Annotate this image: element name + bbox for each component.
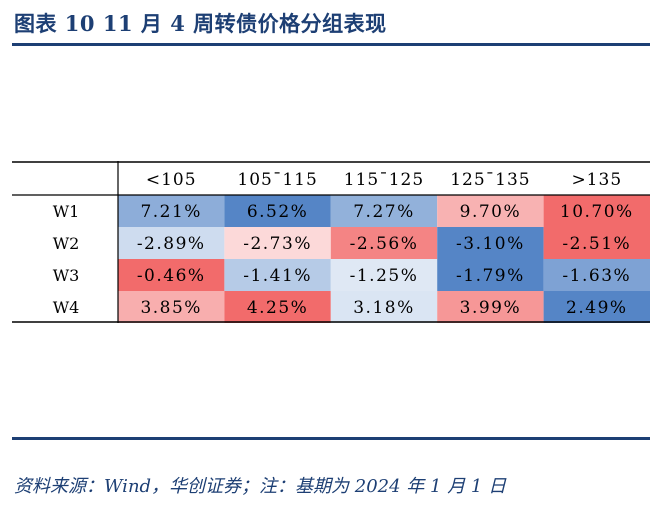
heatmap-cell bbox=[118, 259, 225, 291]
heatmap-cell bbox=[543, 259, 650, 291]
heatmap-cell-value: 10.70% bbox=[560, 202, 634, 222]
column-header: >135 bbox=[571, 170, 622, 190]
heatmap-cell-value: -0.46% bbox=[137, 266, 206, 286]
heatmap-svg: 7.21% 6.52% 7.27% 9.70% 10.70% -2.89% -2.73% -2… bbox=[12, 161, 650, 323]
heatmap-cell bbox=[437, 291, 544, 323]
bottom-rule bbox=[12, 437, 650, 440]
source-note: 资料来源：Wind，华创证券；注：基期为 2024 年 1 月 1 日 bbox=[14, 476, 507, 497]
heatmap-cell bbox=[330, 291, 438, 323]
row-label: W2 bbox=[53, 234, 80, 253]
heatmap-cell-value: -1.41% bbox=[243, 266, 312, 286]
heatmap-cell bbox=[437, 259, 544, 291]
heatmap-cell bbox=[118, 227, 225, 259]
heatmap-cell-value: 2.49% bbox=[566, 298, 628, 318]
heatmap-cell bbox=[118, 195, 225, 227]
row-label: W4 bbox=[53, 298, 80, 317]
heatmap-cell-value: 3.18% bbox=[353, 298, 415, 318]
heatmap-cell bbox=[224, 259, 331, 291]
heatmap-cell-value: -3.10% bbox=[456, 234, 525, 254]
heatmap-cell-value: -2.51% bbox=[562, 234, 631, 254]
heatmap-cell-value: 3.99% bbox=[460, 298, 522, 318]
heatmap-cell-value: 9.70% bbox=[460, 202, 522, 222]
heatmap-cell bbox=[330, 195, 438, 227]
heatmap-table: 7.21% 6.52% 7.27% 9.70% 10.70% -2.89% -2.73% -2… bbox=[12, 161, 650, 323]
heatmap-cell-value: -2.56% bbox=[350, 234, 419, 254]
heatmap-cell bbox=[224, 291, 331, 323]
heatmap-cell bbox=[118, 291, 225, 323]
column-header: <105 bbox=[146, 170, 197, 190]
heatmap-cell bbox=[543, 227, 650, 259]
heatmap-cell-value: 7.21% bbox=[140, 202, 202, 222]
heatmap-cell-value: -1.79% bbox=[456, 266, 525, 286]
heatmap-cell bbox=[224, 195, 331, 227]
column-header: 105¯115 bbox=[237, 170, 317, 190]
heatmap-cell-value: -2.89% bbox=[137, 234, 206, 254]
heatmap-cell-value: 7.27% bbox=[353, 202, 415, 222]
heatmap-cell-value: 6.52% bbox=[247, 202, 309, 222]
chart-title: 图表 10 11 月 4 周转债价格分组表现 bbox=[14, 11, 387, 36]
column-header: 125¯135 bbox=[450, 170, 530, 190]
heatmap-cell-value: 3.85% bbox=[140, 298, 202, 318]
column-header: 115¯125 bbox=[344, 170, 424, 190]
row-label: W1 bbox=[53, 202, 80, 221]
heatmap-cell bbox=[543, 291, 650, 323]
heatmap-cell bbox=[224, 227, 331, 259]
heatmap-cell bbox=[437, 195, 544, 227]
heatmap-cell-value: -1.25% bbox=[350, 266, 419, 286]
heatmap-cell bbox=[543, 195, 650, 227]
heatmap-cell-value: -1.63% bbox=[562, 266, 631, 286]
row-label: W3 bbox=[53, 266, 80, 285]
title-rule bbox=[12, 43, 650, 46]
heatmap-cell bbox=[330, 227, 438, 259]
heatmap-cell bbox=[330, 259, 438, 291]
heatmap-cell-value: -2.73% bbox=[243, 234, 312, 254]
heatmap-cell bbox=[437, 227, 544, 259]
heatmap-cell-value: 4.25% bbox=[247, 298, 309, 318]
